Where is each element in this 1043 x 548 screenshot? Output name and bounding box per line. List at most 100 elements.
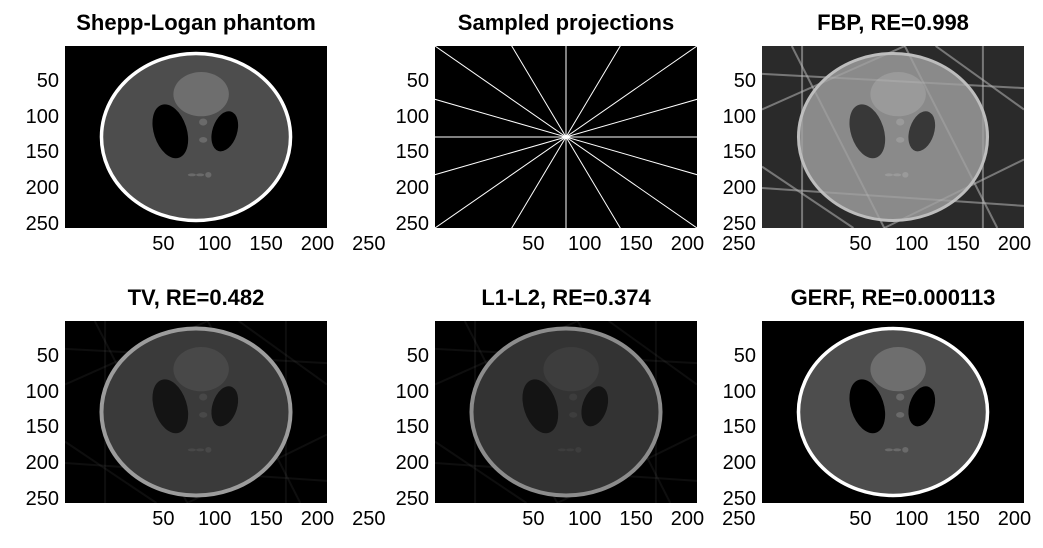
- image-canvas: [762, 321, 1024, 503]
- streak-6: [65, 440, 158, 503]
- small-feature-2: [884, 173, 893, 177]
- subplot-title: L1-L2, RE=0.374: [481, 285, 651, 310]
- image-axes: [762, 46, 1024, 228]
- left-dark-ellipse: [152, 379, 189, 434]
- small-feature-4: [902, 171, 909, 178]
- skull-ellipse: [99, 51, 293, 223]
- streak-6: [762, 165, 855, 228]
- small-feature-1: [896, 137, 905, 143]
- x-tick-label: 50: [522, 508, 545, 530]
- small-feature-1: [199, 412, 208, 418]
- y-tick-label: 100: [25, 380, 59, 403]
- x-tick-label: 200: [997, 233, 1032, 255]
- y-tick-label: 150: [722, 416, 756, 439]
- x-tick-label: 200: [670, 508, 705, 530]
- upper-ellipse: [543, 347, 599, 392]
- streak-7: [935, 46, 1024, 111]
- y-tick-label: 250: [395, 487, 429, 510]
- upper-ellipse: [870, 347, 926, 392]
- small-feature-0: [896, 118, 905, 126]
- x-tick-label: 150: [619, 233, 653, 255]
- x-tick-label: 250: [722, 233, 756, 255]
- y-tick-label: 250: [25, 212, 59, 235]
- y-tick-label: 200: [722, 177, 756, 200]
- left-dark-ellipse: [522, 379, 559, 434]
- y-tick-label: 150: [395, 141, 429, 164]
- x-tick-label: 100: [568, 233, 602, 255]
- skull-ellipse: [99, 326, 293, 498]
- small-feature-1: [199, 137, 208, 143]
- small-feature-0: [199, 393, 208, 401]
- image-canvas: [435, 321, 697, 503]
- projection-lines: [435, 46, 697, 228]
- x-tick-label: 200: [300, 233, 335, 255]
- small-feature-4: [575, 446, 582, 453]
- right-dark-ellipse: [581, 386, 609, 427]
- y-tick-label: 150: [722, 141, 756, 164]
- upper-ellipse: [173, 347, 229, 392]
- y-tick-label: 150: [25, 416, 59, 439]
- x-tick-label: 250: [352, 508, 386, 530]
- skull-ellipse: [796, 51, 990, 223]
- skull-ellipse: [796, 326, 990, 498]
- y-tick-label: 200: [395, 177, 429, 200]
- y-tick-label: 200: [722, 452, 756, 475]
- y-tick-label: 50: [36, 69, 59, 92]
- y-tick-label: 50: [406, 344, 429, 367]
- y-tick-label: 200: [395, 452, 429, 475]
- small-feature-4: [205, 446, 212, 453]
- streak-5: [883, 158, 1024, 228]
- left-dark-ellipse: [849, 104, 886, 159]
- x-tick-label: 150: [619, 508, 653, 530]
- y-tick-label: 50: [406, 69, 429, 92]
- x-tick-label: 250: [352, 233, 386, 255]
- y-tick-label: 200: [25, 177, 59, 200]
- image-canvas: [65, 46, 327, 228]
- small-feature-3: [893, 448, 902, 452]
- x-tick-label: 100: [895, 233, 929, 255]
- phantom-group: [99, 326, 293, 498]
- streak-9: [903, 46, 999, 228]
- small-feature-2: [187, 448, 196, 452]
- small-feature-3: [196, 448, 205, 452]
- streak-artifacts: [762, 46, 1024, 228]
- image-canvas: [762, 46, 1024, 228]
- streak-2: [762, 72, 1024, 90]
- image-axes: [435, 46, 697, 228]
- image-axes: [435, 321, 697, 503]
- streak-3: [762, 187, 1024, 207]
- streak-7: [935, 46, 1024, 111]
- y-tick-label: 50: [733, 344, 756, 367]
- y-tick-label: 150: [395, 416, 429, 439]
- x-tick-label: 50: [849, 233, 872, 255]
- small-feature-4: [902, 446, 909, 453]
- x-tick-label: 150: [249, 233, 283, 255]
- x-tick-label: 150: [946, 508, 980, 530]
- subplot-title: FBP, RE=0.998: [817, 10, 969, 35]
- y-tick-label: 150: [25, 141, 59, 164]
- subplot-title: GERF, RE=0.000113: [790, 285, 996, 310]
- y-tick-label: 250: [395, 212, 429, 235]
- right-dark-ellipse: [908, 386, 936, 427]
- x-tick-label: 150: [249, 508, 283, 530]
- left-dark-ellipse: [152, 104, 189, 159]
- right-dark-ellipse: [211, 111, 239, 152]
- y-tick-label: 50: [36, 344, 59, 367]
- x-tick-label: 250: [722, 508, 756, 530]
- small-feature-0: [199, 118, 208, 126]
- skull-ellipse: [469, 326, 663, 498]
- small-feature-3: [566, 448, 575, 452]
- streak-8: [790, 46, 886, 228]
- subplot-title: Sampled projections: [457, 10, 675, 35]
- projection-line-7: [435, 98, 697, 176]
- small-feature-2: [884, 448, 893, 452]
- left-dark-ellipse: [849, 379, 886, 434]
- y-tick-label: 100: [722, 105, 756, 128]
- y-tick-label: 100: [395, 105, 429, 128]
- x-tick-label: 100: [895, 508, 929, 530]
- phantom-group: [796, 326, 990, 498]
- phantom-group: [796, 51, 990, 223]
- streak-7: [608, 321, 697, 386]
- upper-ellipse: [173, 72, 229, 117]
- x-tick-label: 50: [522, 233, 545, 255]
